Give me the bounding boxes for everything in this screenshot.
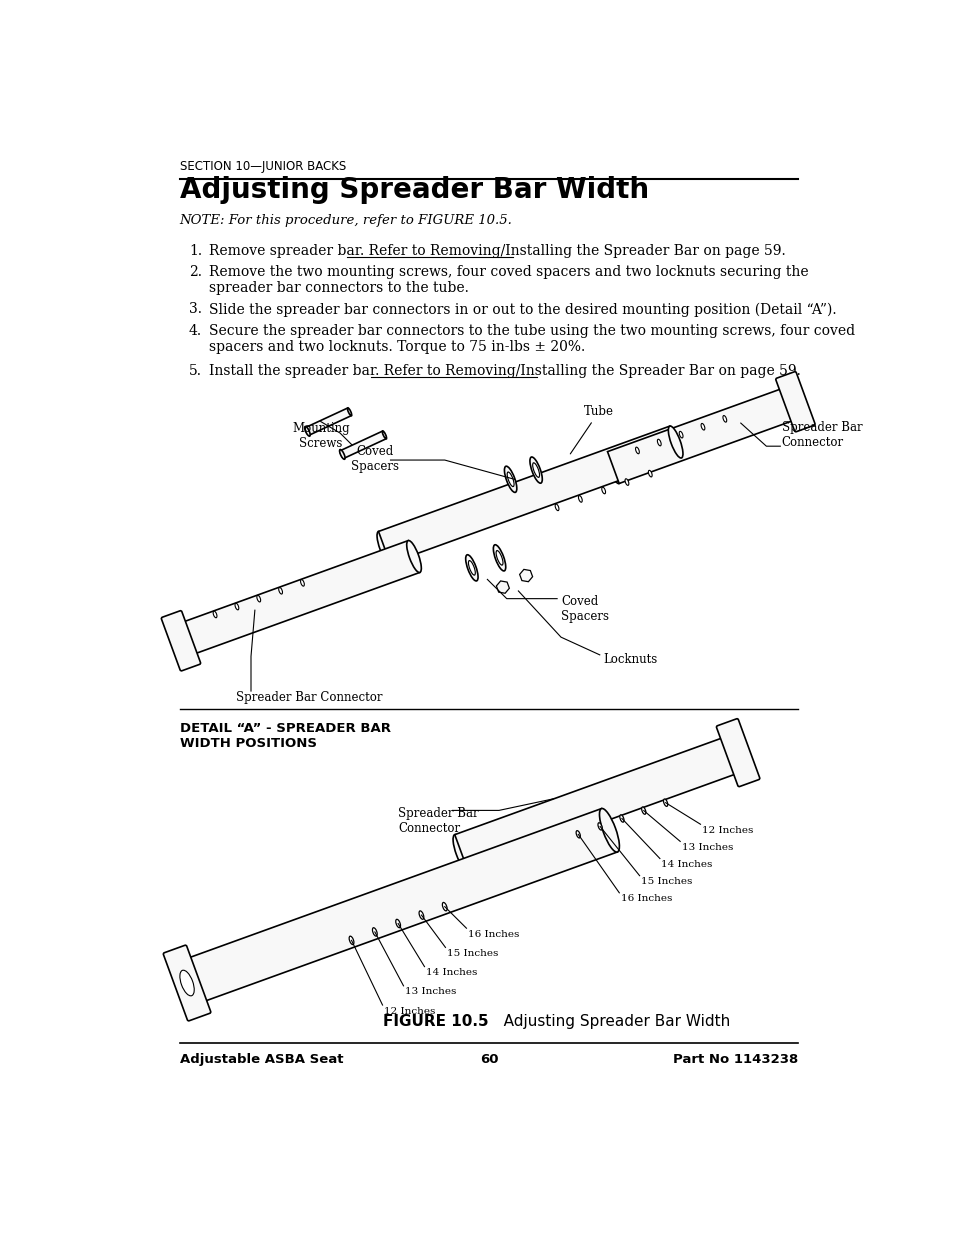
- Ellipse shape: [339, 450, 345, 459]
- Ellipse shape: [507, 472, 514, 487]
- Text: DETAIL “A” - SPREADER BAR: DETAIL “A” - SPREADER BAR: [179, 721, 391, 735]
- Text: NOTE: For this procedure, refer to FIGURE 10.5.: NOTE: For this procedure, refer to FIGUR…: [179, 214, 512, 227]
- Ellipse shape: [619, 815, 623, 823]
- Ellipse shape: [504, 466, 517, 493]
- Ellipse shape: [657, 440, 660, 446]
- FancyBboxPatch shape: [163, 945, 211, 1021]
- Text: Secure the spreader bar connectors to the tube using the two mounting screws, fo: Secure the spreader bar connectors to th…: [209, 324, 855, 354]
- Ellipse shape: [418, 911, 423, 919]
- Text: 2.: 2.: [189, 266, 202, 279]
- Text: 15 Inches: 15 Inches: [447, 948, 497, 958]
- Ellipse shape: [256, 595, 260, 601]
- Ellipse shape: [496, 551, 502, 566]
- Text: Spreader Bar
Connector: Spreader Bar Connector: [781, 421, 862, 448]
- Ellipse shape: [213, 611, 216, 618]
- Polygon shape: [378, 426, 680, 563]
- Ellipse shape: [700, 424, 704, 430]
- Polygon shape: [455, 735, 744, 871]
- Ellipse shape: [493, 545, 505, 571]
- Text: 14 Inches: 14 Inches: [660, 860, 712, 869]
- Text: Part No 1143238: Part No 1143238: [672, 1053, 798, 1066]
- Text: 12 Inches: 12 Inches: [701, 826, 753, 835]
- Ellipse shape: [641, 806, 645, 814]
- Text: 60: 60: [479, 1053, 497, 1066]
- Text: 3.: 3.: [189, 303, 202, 316]
- Ellipse shape: [529, 457, 541, 483]
- Ellipse shape: [234, 603, 238, 610]
- Ellipse shape: [304, 426, 310, 436]
- Polygon shape: [305, 408, 351, 435]
- Text: Adjusting Spreader Bar Width: Adjusting Spreader Bar Width: [488, 1014, 729, 1030]
- FancyBboxPatch shape: [161, 611, 200, 671]
- Text: Coved
Spacers: Coved Spacers: [351, 445, 398, 473]
- Text: WIDTH POSITIONS: WIDTH POSITIONS: [179, 737, 316, 750]
- Ellipse shape: [349, 936, 354, 945]
- Polygon shape: [175, 541, 419, 657]
- Ellipse shape: [578, 495, 581, 503]
- Text: Tube: Tube: [570, 405, 614, 454]
- Text: 13 Inches: 13 Inches: [405, 987, 456, 997]
- Ellipse shape: [722, 415, 726, 422]
- Ellipse shape: [372, 927, 376, 936]
- Text: 12 Inches: 12 Inches: [384, 1007, 435, 1015]
- Ellipse shape: [532, 463, 539, 478]
- Ellipse shape: [668, 426, 682, 458]
- Text: 15 Inches: 15 Inches: [640, 877, 692, 887]
- Ellipse shape: [624, 479, 628, 485]
- Polygon shape: [340, 431, 386, 458]
- Ellipse shape: [177, 961, 197, 1005]
- Text: Slide the spreader bar connectors in or out to the desired mounting position (De: Slide the spreader bar connectors in or …: [209, 303, 836, 316]
- Text: 14 Inches: 14 Inches: [426, 968, 476, 977]
- Ellipse shape: [635, 447, 639, 453]
- Ellipse shape: [442, 903, 447, 911]
- Text: FIGURE 10.5: FIGURE 10.5: [383, 1014, 488, 1030]
- Ellipse shape: [679, 431, 682, 438]
- Text: 16 Inches: 16 Inches: [620, 894, 672, 903]
- Ellipse shape: [180, 971, 194, 995]
- FancyBboxPatch shape: [775, 372, 814, 432]
- Ellipse shape: [729, 735, 745, 771]
- Ellipse shape: [376, 531, 392, 563]
- Ellipse shape: [648, 471, 652, 477]
- Ellipse shape: [663, 799, 667, 806]
- Ellipse shape: [382, 431, 386, 438]
- Ellipse shape: [555, 504, 558, 510]
- Polygon shape: [607, 385, 801, 483]
- Text: 4.: 4.: [189, 324, 202, 337]
- Ellipse shape: [347, 408, 352, 416]
- Ellipse shape: [406, 541, 421, 573]
- Ellipse shape: [465, 555, 477, 580]
- Ellipse shape: [305, 427, 309, 435]
- Ellipse shape: [468, 561, 475, 576]
- Ellipse shape: [598, 809, 618, 852]
- Text: 16 Inches: 16 Inches: [468, 930, 518, 939]
- Text: SECTION 10—JUNIOR BACKS: SECTION 10—JUNIOR BACKS: [179, 159, 346, 173]
- Ellipse shape: [173, 625, 188, 657]
- Ellipse shape: [576, 831, 579, 839]
- Text: Mounting
Screws: Mounting Screws: [292, 421, 349, 450]
- Ellipse shape: [601, 487, 605, 494]
- Ellipse shape: [300, 579, 304, 587]
- Text: Adjusting Spreader Bar Width: Adjusting Spreader Bar Width: [179, 175, 648, 204]
- Text: 5.: 5.: [189, 364, 202, 378]
- Text: 13 Inches: 13 Inches: [681, 844, 732, 852]
- Polygon shape: [179, 809, 617, 1005]
- Text: Locknuts: Locknuts: [603, 652, 658, 666]
- Ellipse shape: [340, 451, 344, 458]
- Ellipse shape: [278, 588, 282, 594]
- Text: Install the spreader bar. Refer to Removing/Installing the Spreader Bar on page : Install the spreader bar. Refer to Remov…: [209, 364, 801, 378]
- Text: Adjustable ASBA Seat: Adjustable ASBA Seat: [179, 1053, 343, 1066]
- Ellipse shape: [598, 823, 601, 830]
- Ellipse shape: [605, 452, 620, 484]
- Text: Spreader Bar
Connector: Spreader Bar Connector: [397, 806, 478, 835]
- Ellipse shape: [787, 385, 801, 417]
- FancyBboxPatch shape: [716, 719, 759, 787]
- Text: Coved
Spacers: Coved Spacers: [560, 595, 608, 622]
- Text: Remove spreader bar. Refer to Removing/Installing the Spreader Bar on page 59.: Remove spreader bar. Refer to Removing/I…: [209, 245, 785, 258]
- Text: Remove the two mounting screws, four coved spacers and two locknuts securing the: Remove the two mounting screws, four cov…: [209, 266, 808, 295]
- Text: 1.: 1.: [189, 245, 202, 258]
- Text: Spreader Bar Connector: Spreader Bar Connector: [235, 692, 381, 704]
- Ellipse shape: [395, 919, 400, 927]
- Ellipse shape: [453, 835, 469, 871]
